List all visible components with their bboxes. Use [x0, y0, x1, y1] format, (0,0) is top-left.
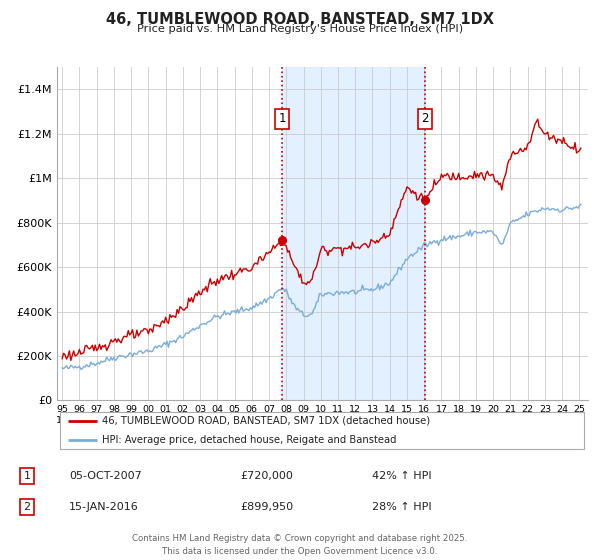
Text: Price paid vs. HM Land Registry's House Price Index (HPI): Price paid vs. HM Land Registry's House …: [137, 24, 463, 34]
Text: £720,000: £720,000: [240, 471, 293, 481]
Text: 46, TUMBLEWOOD ROAD, BANSTEAD, SM7 1DX (detached house): 46, TUMBLEWOOD ROAD, BANSTEAD, SM7 1DX (…: [102, 416, 430, 426]
Text: 1: 1: [278, 113, 286, 125]
Text: 46, TUMBLEWOOD ROAD, BANSTEAD, SM7 1DX: 46, TUMBLEWOOD ROAD, BANSTEAD, SM7 1DX: [106, 12, 494, 27]
FancyBboxPatch shape: [59, 412, 584, 449]
Text: 05-OCT-2007: 05-OCT-2007: [69, 471, 142, 481]
Text: 2: 2: [23, 502, 31, 512]
Text: £899,950: £899,950: [240, 502, 293, 512]
Text: HPI: Average price, detached house, Reigate and Banstead: HPI: Average price, detached house, Reig…: [102, 435, 397, 445]
Bar: [282, 67, 425, 400]
Text: 42% ↑ HPI: 42% ↑ HPI: [372, 471, 431, 481]
Text: 1: 1: [23, 471, 31, 481]
Text: 28% ↑ HPI: 28% ↑ HPI: [372, 502, 431, 512]
Text: Contains HM Land Registry data © Crown copyright and database right 2025.
This d: Contains HM Land Registry data © Crown c…: [132, 534, 468, 556]
Text: 2: 2: [421, 113, 428, 125]
Text: 15-JAN-2016: 15-JAN-2016: [69, 502, 139, 512]
